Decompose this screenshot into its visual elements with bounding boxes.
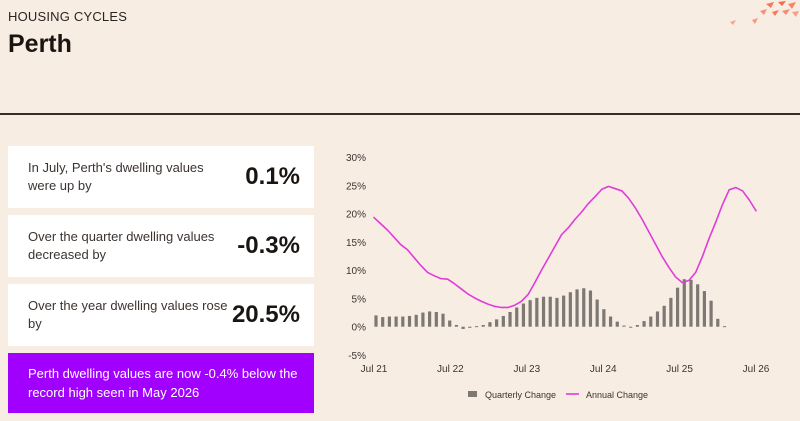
- header-divider: [0, 113, 800, 115]
- quarterly-bar: [702, 291, 706, 327]
- housing-cycle-chart: 30% 25% 20% 15% 10% 5% 0% -5% Jul 21 Jul 22 Jul 23…: [334, 140, 800, 421]
- record-high-callout: Perth dwelling values are now -0.4% belo…: [8, 353, 314, 413]
- x-tick-label: Jul 24: [590, 364, 617, 375]
- y-tick-label: 25%: [346, 181, 366, 192]
- x-tick-label: Jul 23: [513, 364, 540, 375]
- logo-shard: [792, 11, 799, 17]
- legend-label-annual: Annual Change: [586, 390, 648, 400]
- quarterly-bar: [434, 312, 438, 327]
- stat-label: Over the year dwelling values rose by: [28, 298, 228, 331]
- quarterly-bar: [474, 326, 479, 328]
- quarterly-bar: [528, 300, 532, 327]
- stat-value: -0.3%: [237, 232, 300, 259]
- quarterly-bar: [421, 312, 425, 327]
- quarterly-bar: [689, 279, 693, 327]
- stat-label: In July, Perth's dwelling values were up…: [28, 160, 204, 193]
- y-tick-label: 0%: [352, 323, 367, 334]
- quarterly-bar: [414, 314, 418, 327]
- quarterly-bar: [675, 287, 680, 327]
- quarterly-bar: [515, 307, 519, 327]
- quarterly-bar: [649, 316, 653, 327]
- logo-shard: [766, 2, 774, 8]
- quarterly-bar: [461, 326, 465, 329]
- quarterly-bar: [629, 326, 633, 328]
- quarterly-bar: [575, 289, 579, 327]
- quarterly-bar: [541, 296, 546, 327]
- quarterly-bar: [602, 309, 606, 327]
- quarterly-bar: [622, 325, 626, 327]
- stat-card-quarterly: Over the quarter dwelling values decreas…: [8, 215, 314, 277]
- quarterly-bar: [407, 315, 412, 327]
- quarterly-bar: [662, 305, 666, 327]
- quarterly-bar: [722, 326, 727, 328]
- quarterly-bar: [428, 311, 432, 327]
- logo-shard: [782, 9, 790, 15]
- stat-value: 20.5%: [231, 301, 300, 328]
- logo-shard: [752, 18, 758, 24]
- quarterly-bar: [535, 297, 539, 327]
- quarterly-bar: [401, 316, 405, 327]
- annual-change-line: [373, 185, 757, 309]
- quarterly-bar: [495, 319, 499, 327]
- quarterly-bar: [582, 288, 586, 327]
- logo-shard: [772, 10, 779, 16]
- quarterly-bar: [508, 312, 512, 327]
- quarterly-bar: [441, 313, 445, 327]
- quarterly-bar: [381, 317, 385, 327]
- x-tick-label: Jul 25: [666, 364, 693, 375]
- quarterly-bar: [615, 321, 619, 327]
- y-tick-label: -5%: [348, 351, 366, 362]
- y-tick-label: 15%: [346, 238, 366, 249]
- logo-shard: [778, 1, 786, 6]
- chart-svg: 30% 25% 20% 15% 10% 5% 0% -5% Jul 21 Jul 22 Jul 23…: [346, 153, 770, 400]
- quarterly-bar: [709, 300, 713, 327]
- quarterly-bar: [682, 279, 686, 327]
- stat-label: Over the quarter dwelling values decreas…: [28, 229, 215, 262]
- quarterly-bar: [548, 296, 552, 327]
- quarterly-bar: [448, 320, 452, 327]
- quarterly-bar: [555, 297, 559, 327]
- quarterly-bar: [468, 326, 472, 328]
- quarterly-bar: [501, 315, 505, 327]
- legend-swatch-quarterly: [468, 391, 477, 397]
- quarterly-bar: [374, 315, 378, 327]
- quarterly-bar: [394, 316, 398, 327]
- quarterly-bar: [387, 316, 391, 327]
- x-tick-label: Jul 26: [743, 364, 770, 375]
- quarterly-bar: [655, 311, 660, 327]
- x-tick-label: Jul 22: [437, 364, 464, 375]
- stat-card-annual: Over the year dwelling values rose by 20…: [8, 284, 314, 346]
- quarterly-bar: [481, 325, 485, 327]
- y-tick-label: 20%: [346, 210, 366, 221]
- y-tick-label: 10%: [346, 266, 366, 277]
- logo-shard: [730, 20, 736, 25]
- quarterly-bar: [642, 321, 646, 327]
- logo-shard: [760, 9, 767, 15]
- quarterly-bar: [595, 299, 599, 327]
- quarterly-bar: [696, 284, 700, 327]
- y-tick-label: 30%: [346, 153, 366, 164]
- stat-card-monthly: In July, Perth's dwelling values were up…: [8, 146, 314, 208]
- x-tick-label: Jul 21: [361, 364, 388, 375]
- quarterly-bar: [488, 322, 492, 327]
- quarterly-bar: [588, 290, 593, 327]
- quarterly-bar: [562, 295, 566, 327]
- y-tick-label: 5%: [352, 294, 367, 305]
- stat-value: 0.1%: [245, 163, 300, 190]
- page-title: Perth: [8, 30, 72, 58]
- quarterly-bar: [568, 292, 572, 327]
- quarterly-bar: [669, 297, 673, 327]
- callout-text: Perth dwelling values are now -0.4% belo…: [28, 366, 298, 400]
- header: HOUSING CYCLES Perth: [0, 0, 800, 114]
- brand-logo-icon: [730, 1, 799, 25]
- section-eyebrow: HOUSING CYCLES: [8, 9, 128, 24]
- quarterly-bar: [454, 325, 459, 327]
- quarterly-bar: [635, 325, 639, 327]
- logo-shard: [788, 2, 796, 9]
- quarterly-bar: [521, 303, 526, 327]
- quarterly-bar: [608, 316, 613, 327]
- quarterly-bar: [716, 318, 720, 327]
- legend-label-quarterly: Quarterly Change: [485, 390, 556, 400]
